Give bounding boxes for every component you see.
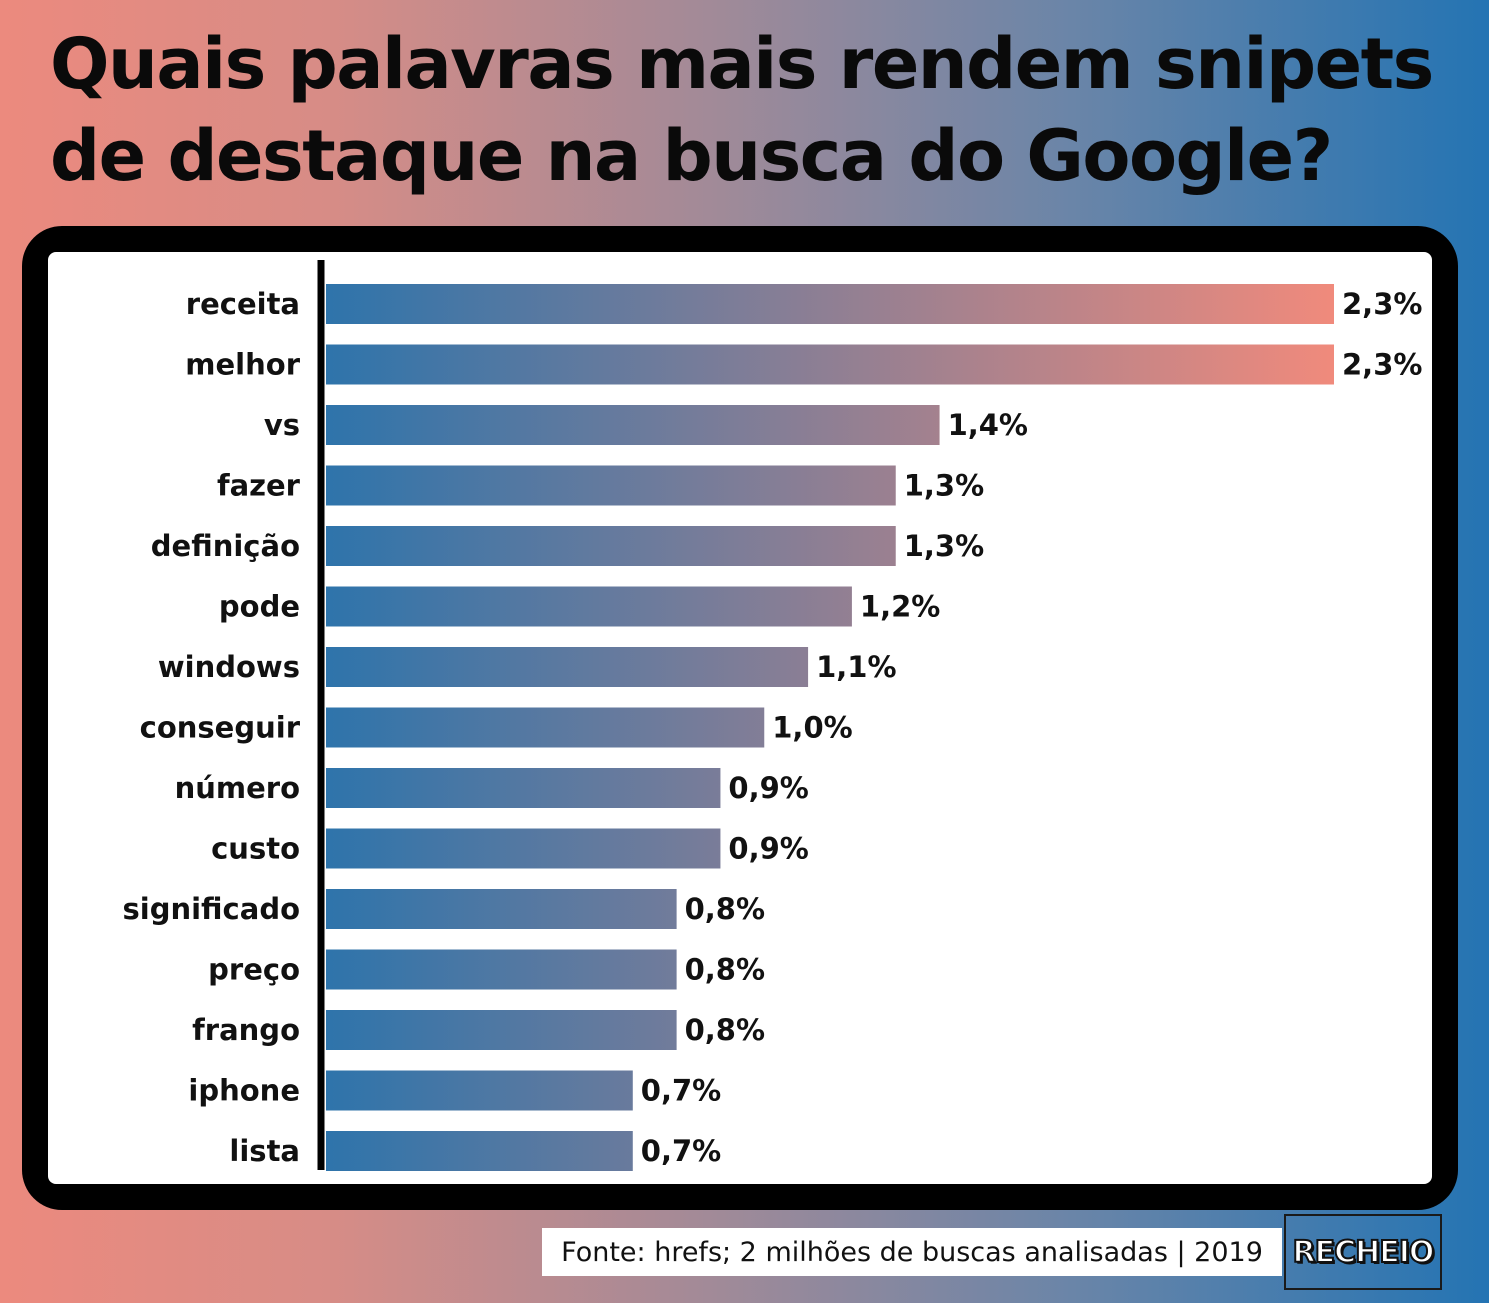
category-label: vs [264,408,300,442]
category-label: preço [208,953,300,987]
value-label: 0,9% [728,832,808,866]
value-label: 0,7% [641,1074,721,1108]
value-label: 1,3% [904,469,984,503]
category-label: significado [123,892,300,926]
category-label: melhor [185,348,300,382]
bar-3 [326,465,896,506]
bar-0 [326,284,1334,324]
brand-logo: RECHEIO [1284,1214,1442,1290]
bar-7 [326,707,765,748]
category-label: iphone [188,1074,300,1108]
value-label: 1,0% [772,711,852,745]
category-label: conseguir [140,711,301,745]
bar-6 [326,647,809,687]
value-label: 1,3% [904,529,984,563]
value-label: 0,8% [685,953,765,987]
value-label: 0,8% [685,1013,765,1047]
bar-1 [326,344,1334,385]
category-label: receita [186,287,300,321]
bar-14 [326,1131,633,1171]
value-label: 0,9% [728,771,808,805]
value-label: 1,1% [816,650,896,684]
bar-10 [326,889,677,929]
category-label: fazer [217,469,301,503]
category-label: lista [229,1134,300,1168]
bar-13 [326,1070,633,1111]
category-label: custo [211,832,300,866]
chart-panel: receita 2,3% melhor 2,3% vs 1,4% fazer 1,3% defi… [48,252,1432,1184]
value-label: 2,3% [1342,348,1422,382]
value-label: 1,2% [860,590,940,624]
logo-text: RECHEIO [1292,1234,1436,1271]
category-label: pode [219,590,300,624]
value-label: 0,8% [685,892,765,926]
bar-11 [326,949,677,990]
source-note: Fonte: hrefs; 2 milhões de buscas analis… [542,1228,1282,1276]
bar-2 [326,405,940,445]
bar-5 [326,586,852,627]
category-label: frango [192,1013,300,1047]
bar-4 [326,526,896,566]
chart-title: Quais palavras mais rendem snipets de de… [50,23,1434,197]
bar-12 [326,1010,677,1050]
category-label: número [175,771,300,805]
category-label: definição [151,529,300,563]
category-label: windows [158,650,300,684]
value-label: 1,4% [948,408,1028,442]
source-text: Fonte: hrefs; 2 milhões de buscas analis… [561,1236,1263,1268]
value-label: 2,3% [1342,287,1422,321]
bar-8 [326,768,721,808]
value-label: 0,7% [641,1134,721,1168]
bar-chart: receita 2,3% melhor 2,3% vs 1,4% fazer 1,3% defi… [123,260,1422,1171]
bar-9 [326,828,721,869]
chart-frame: receita 2,3% melhor 2,3% vs 1,4% fazer 1,3% defi… [22,226,1458,1210]
